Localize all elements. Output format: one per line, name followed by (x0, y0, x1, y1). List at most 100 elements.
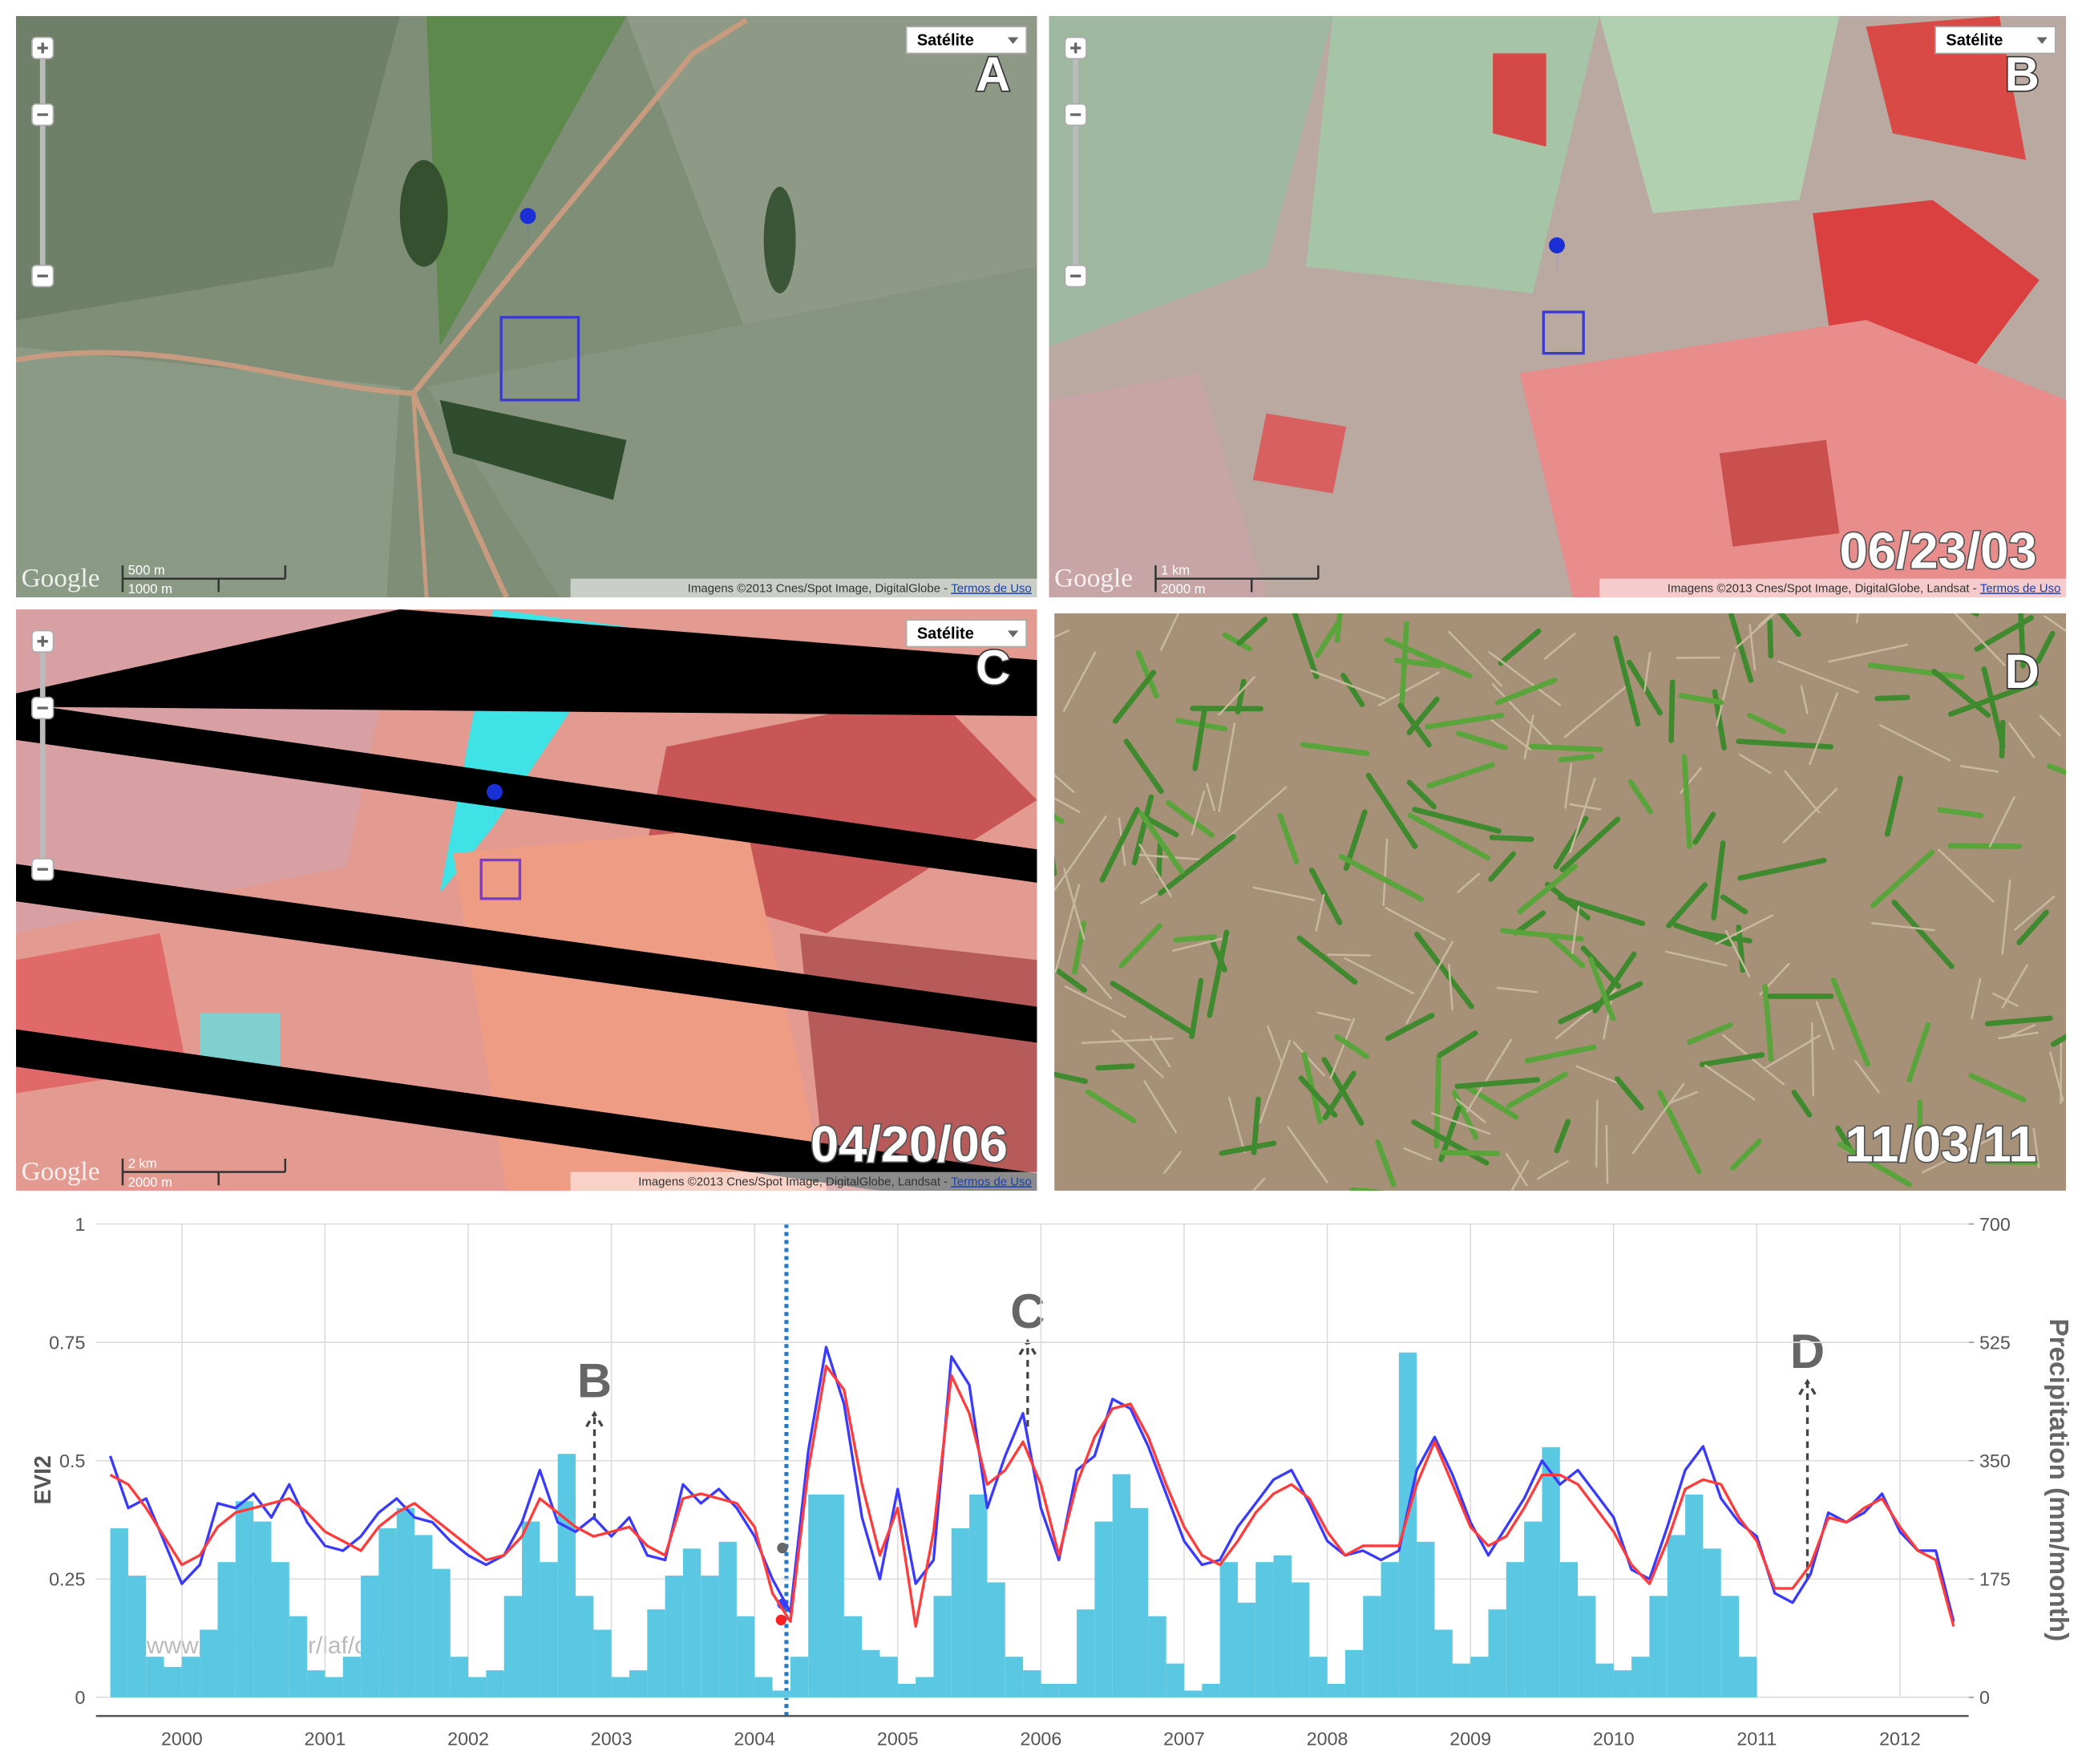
precipitation-bar (450, 1657, 469, 1697)
dropdown-arrow (1007, 37, 1019, 44)
evi2-line (109, 1364, 1955, 1628)
precipitation-bar (396, 1507, 415, 1697)
x-tick-label: 2009 (1449, 1729, 1491, 1750)
y2-tick-label: 350 (1979, 1450, 2011, 1471)
grass-blade (1296, 935, 1358, 985)
y-tick-label: 1 (75, 1214, 85, 1235)
terms-link[interactable]: Termos de Uso (951, 581, 1032, 595)
grass-blade (1267, 1025, 1284, 1065)
grass-blade (1433, 1054, 1441, 1149)
grass-blade (1327, 953, 1372, 957)
y-tick-label: 0 (75, 1687, 85, 1708)
precipitation-bar (1183, 1690, 1203, 1697)
precipitation-bar (1112, 1474, 1131, 1697)
grass-blade (1959, 765, 1999, 773)
grass-blade (1800, 685, 1809, 714)
panel-letter: D (2005, 645, 2040, 698)
grass-blade (1054, 629, 1069, 638)
grass-blade (1054, 797, 1081, 813)
terms-link[interactable]: Termos de Uso (1980, 581, 2061, 595)
grass-blade (1457, 872, 1481, 893)
map-type-button[interactable] (905, 26, 1028, 55)
grass-blade (1251, 1177, 1266, 1191)
panel-letter: A (976, 47, 1010, 101)
grass-blade (1748, 624, 1757, 671)
precipitation-bar (629, 1670, 648, 1697)
precipitation-bar (378, 1528, 397, 1697)
scale-label: 2000 m (128, 1175, 172, 1190)
precipitation-bar (1327, 1683, 1345, 1697)
grass-blade (1081, 1037, 1174, 1045)
panel-letter: B (2005, 47, 2040, 101)
scale-bar (1154, 565, 1320, 593)
grass-blade (1506, 1071, 1568, 1109)
precipitation-bar (808, 1494, 827, 1697)
grass-blade (1757, 613, 1775, 627)
precipitation-bar (146, 1657, 164, 1697)
precipitation-bar (790, 1657, 809, 1697)
precipitation-bar (1398, 1352, 1417, 1697)
map-type-button[interactable] (905, 619, 1028, 648)
grass-blade (1192, 707, 1207, 771)
grass-blade (1587, 957, 1616, 1022)
grass-blade (1314, 621, 1340, 658)
y-tick-label: 0.25 (49, 1569, 85, 1590)
attribution-strip (570, 1171, 1037, 1191)
grass-blade (1191, 790, 1206, 836)
grass-blade (1085, 1089, 1137, 1124)
precipitation-bar (1470, 1657, 1489, 1697)
grass-blade (1344, 957, 1415, 995)
grass-blade (1259, 1039, 1292, 1124)
precipitation-bar (1255, 1562, 1274, 1697)
x-tick-label: 2010 (1593, 1729, 1635, 1750)
y-tick-label: 0.75 (49, 1332, 85, 1353)
grass-blade (1110, 981, 1193, 1034)
precipitation-bar (1578, 1596, 1596, 1697)
precipitation-bar (361, 1576, 379, 1697)
grass-blade (1554, 1119, 1571, 1154)
map-type-label: Satélite (917, 625, 974, 643)
x-tick-label: 2008 (1307, 1729, 1348, 1750)
grass-blade (1513, 910, 1546, 936)
grass-blade (1571, 905, 1580, 954)
precipitation-bar (843, 1616, 863, 1697)
precipitation-bar (575, 1596, 594, 1697)
grass-blade (2049, 1051, 2064, 1102)
grass-blade (1156, 841, 1163, 878)
grass-blade (1448, 964, 1454, 1011)
annotation: C (1010, 1285, 1045, 1338)
grass-blade (1292, 1041, 1325, 1077)
grass-blade (1499, 928, 1584, 942)
point-marker (775, 1614, 786, 1626)
google-logo: Google (22, 564, 100, 593)
grass-blade (1338, 853, 1425, 902)
precipitation-bar (1130, 1507, 1149, 1697)
precipitation-bar (665, 1576, 683, 1697)
grass-blade (1064, 985, 1126, 1018)
grass-blade (1399, 621, 1409, 711)
grass-blade (1095, 1063, 1135, 1071)
grass-blade (1559, 816, 1621, 872)
grass-blade (2047, 763, 2067, 775)
precipitation-bar (1237, 1602, 1256, 1697)
grass-blade (1219, 1140, 1277, 1156)
precipitation-bar (1344, 1649, 1364, 1697)
map-type-button[interactable] (1934, 26, 2056, 55)
grass-blade (1854, 1060, 1880, 1094)
grass-blade (1855, 613, 1859, 624)
grass-blade (1558, 981, 1643, 1025)
grass-blade (1287, 1126, 1328, 1183)
y2-tick-label: 0 (1979, 1687, 1990, 1708)
grass-blade (1716, 652, 1736, 726)
terms-link[interactable]: Termos de Uso (951, 1175, 1032, 1188)
grass-blade (1715, 914, 1773, 945)
grass-blade (1236, 617, 1268, 646)
precipitation-bar (1202, 1683, 1220, 1697)
grass-blade (1054, 856, 1057, 876)
grass-blade (1564, 763, 1573, 809)
zoom-icons (37, 636, 48, 871)
grass-blade (1699, 1052, 1765, 1067)
precipitation-bar (1559, 1562, 1579, 1697)
precipitation-bar (969, 1494, 988, 1697)
precipitation-bar (1720, 1596, 1740, 1697)
